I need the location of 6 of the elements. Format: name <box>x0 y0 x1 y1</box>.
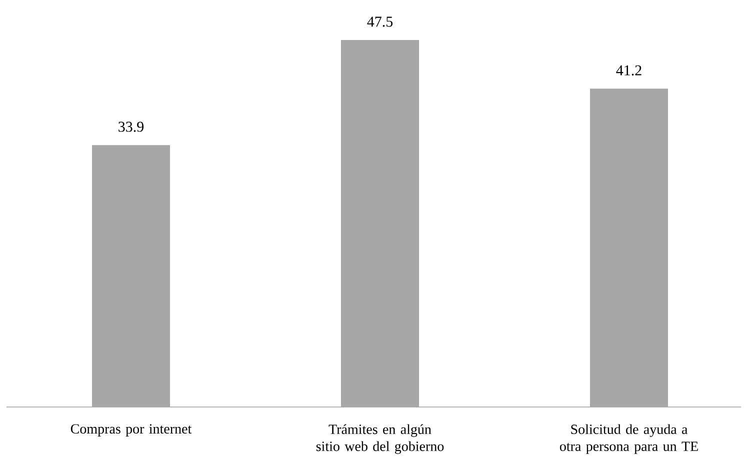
x-tick-label: Trámites en algún sitio web del gobierno <box>316 424 444 454</box>
data-label: 33.9 <box>118 122 144 132</box>
x-tick-label: Compras por internet <box>70 424 192 436</box>
data-label: 41.2 <box>616 65 642 76</box>
data-label: 47.5 <box>367 16 393 27</box>
x-tick-label: Solicitud de ayuda a otra persona para un TE <box>560 424 698 454</box>
